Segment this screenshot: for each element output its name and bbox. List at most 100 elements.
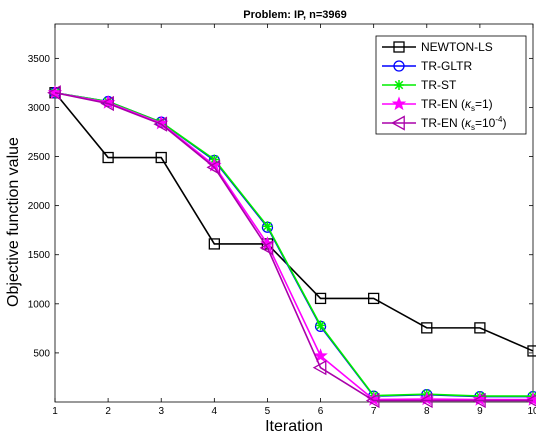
square-marker-shape [527, 345, 536, 357]
asterisk-marker [262, 221, 273, 232]
legend-item: TR-GLTR [382, 59, 472, 73]
circle-marker [393, 60, 405, 72]
triangle-left-marker [365, 392, 380, 409]
x-tick-label: 10 [527, 406, 536, 417]
star-marker [313, 348, 328, 363]
series-line [54, 91, 533, 401]
x-axis-label: Iteration [265, 418, 323, 435]
asterisk-marker-shape [315, 320, 326, 331]
square-marker-shape [208, 238, 220, 250]
triangle-left-marker [525, 394, 536, 407]
legend-item: TR-EN (κs=1) [382, 96, 493, 113]
y-tick-label: 500 [33, 348, 50, 359]
asterisk-marker-shape [394, 80, 404, 90]
x-tick-label: 1 [52, 406, 58, 417]
square-marker [314, 292, 327, 305]
chart-title: Problem: IP, n=3969 [243, 9, 346, 21]
y-tick-label: 2500 [28, 152, 51, 163]
asterisk-marker [315, 320, 326, 331]
triangle-left-marker-shape [525, 394, 536, 407]
star-marker-shape [313, 348, 328, 363]
y-tick-label: 1000 [28, 299, 51, 310]
x-tick-label: 3 [158, 406, 164, 417]
legend-label-part: =10 [475, 116, 496, 130]
triangle-left-marker [312, 360, 327, 376]
star-marker [391, 96, 407, 111]
square-marker [527, 345, 536, 357]
square-marker-shape [393, 41, 405, 53]
y-tick-label: 3000 [28, 103, 51, 114]
triangle-left-marker-shape [100, 95, 114, 112]
triangle-left-marker-shape [47, 85, 61, 101]
legend-label-part: ) [502, 116, 506, 130]
x-tick-label: 5 [265, 406, 271, 417]
triangle-left-marker-shape [259, 240, 274, 256]
square-marker [155, 151, 167, 164]
square-marker-shape [474, 322, 486, 334]
triangle-left-marker-shape [312, 360, 327, 376]
legend-label-part: =1) [475, 97, 493, 111]
legend-item: TR-ST [382, 78, 457, 92]
x-tick-label: 4 [212, 406, 218, 417]
asterisk-marker [394, 80, 404, 90]
legend-label-part: s [471, 123, 475, 132]
series-4 [47, 85, 536, 409]
square-marker [474, 322, 486, 334]
square-marker-shape [102, 151, 114, 164]
x-tick-label: 7 [371, 406, 377, 417]
y-axis-label: Objective function value [5, 137, 22, 307]
legend-label: TR-GLTR [421, 59, 472, 73]
triangle-left-marker-shape [153, 116, 168, 132]
series-line [54, 92, 534, 352]
legend-label: NEWTON-LS [421, 40, 493, 54]
triangle-left-marker [418, 392, 433, 409]
triangle-left-marker-shape [418, 392, 433, 409]
legend-label-part: TR-EN ( [421, 116, 465, 130]
x-tick-label: 8 [424, 406, 430, 417]
legend-label: TR-ST [421, 78, 457, 92]
legend-label-part: TR-EN ( [421, 97, 465, 111]
triangle-left-marker-shape [391, 115, 405, 131]
triangle-left-marker [47, 85, 61, 101]
triangle-left-marker-shape [365, 392, 380, 409]
triangle-left-marker [206, 159, 221, 175]
square-marker [421, 322, 433, 334]
series-line [54, 91, 533, 397]
square-marker-shape [155, 151, 167, 164]
y-tick-label: 1500 [28, 250, 51, 261]
triangle-left-marker-shape [206, 159, 221, 175]
legend-label: TR-EN (κs=1) [421, 97, 493, 113]
star-marker-shape [391, 96, 407, 111]
y-tick-label: 2000 [28, 201, 51, 212]
triangle-left-marker [153, 116, 168, 132]
triangle-left-marker [391, 115, 405, 131]
legend-label-part: -4 [495, 115, 503, 124]
square-marker-shape [368, 292, 380, 305]
triangle-left-marker-shape [472, 392, 486, 409]
triangle-left-marker [259, 240, 274, 256]
square-marker [368, 292, 380, 305]
y-tick-label: 3500 [28, 54, 51, 65]
square-marker-shape [314, 292, 327, 305]
square-marker-shape [421, 322, 433, 334]
circle-marker-shape [393, 60, 405, 72]
square-marker [208, 238, 220, 250]
square-marker [102, 151, 114, 164]
square-marker [393, 41, 405, 53]
legend-item: NEWTON-LS [382, 40, 493, 54]
legend-label-part: s [471, 104, 475, 113]
legend-label-part: κ [465, 116, 472, 130]
asterisk-marker-shape [262, 221, 273, 232]
legend-label-part: κ [465, 97, 472, 111]
triangle-left-marker [472, 392, 486, 409]
legend-item: TR-EN (κs=10-4) [382, 115, 506, 132]
series-line [54, 91, 533, 402]
legend-label: TR-EN (κs=10-4) [421, 115, 506, 132]
x-tick-label: 9 [477, 406, 483, 417]
triangle-left-marker [100, 95, 114, 112]
series-3 [47, 85, 536, 406]
x-tick-label: 6 [318, 406, 324, 417]
